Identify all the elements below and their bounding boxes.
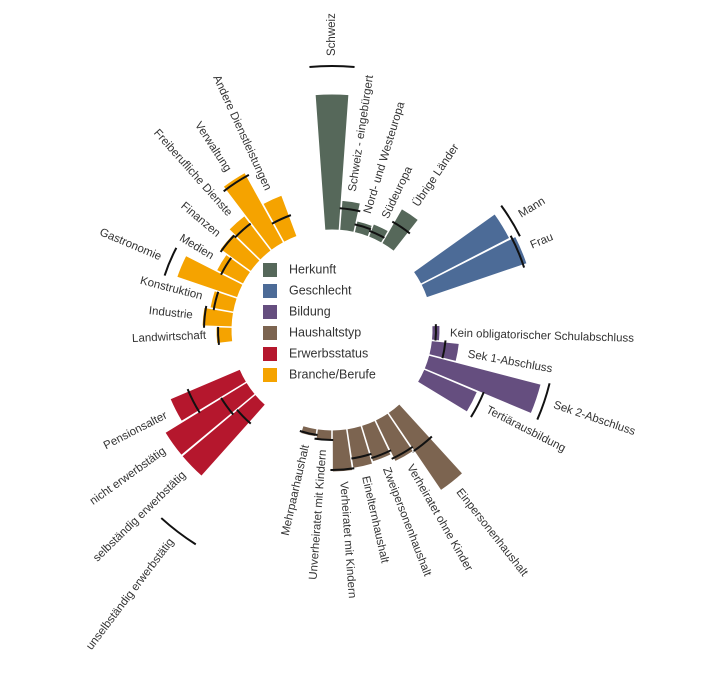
bar — [181, 393, 267, 477]
category-label: Sek 2-Abschluss — [552, 399, 637, 438]
marker — [470, 391, 485, 418]
legend-label: Herkunft — [289, 262, 337, 276]
marker — [203, 305, 208, 328]
bar — [314, 93, 350, 231]
legend-swatch — [263, 326, 277, 340]
marker — [500, 205, 521, 237]
bar — [360, 419, 392, 463]
legend-label: Bildung — [289, 304, 331, 318]
legend-swatch — [263, 347, 277, 361]
category-label: Übrige Länder — [411, 142, 462, 209]
marker — [536, 383, 551, 420]
marker — [314, 437, 334, 441]
legend-label: Haushaltstyp — [289, 325, 361, 339]
marker — [509, 235, 526, 268]
marker — [299, 430, 318, 436]
bar — [228, 215, 272, 261]
category-label: Mehrpaarhaushalt — [280, 443, 312, 537]
bar — [219, 233, 261, 273]
bar — [374, 412, 415, 463]
bar — [215, 253, 252, 285]
category-label: Einelternhaushalt — [359, 475, 390, 565]
marker — [186, 388, 201, 414]
bar — [381, 207, 420, 253]
bar — [169, 368, 248, 423]
legend-swatch — [263, 284, 277, 298]
category-label: Verheiratet mit Kindern — [337, 481, 358, 599]
category-label: Mann — [517, 195, 548, 220]
marker — [330, 467, 355, 471]
bar — [420, 235, 528, 299]
category-label: Unverheiratet mit Kindern — [307, 449, 329, 580]
bar — [215, 326, 234, 345]
category-label: Schweiz - eingebürgert — [347, 74, 376, 193]
category-label: Verwaltung — [192, 120, 233, 174]
bar — [176, 254, 244, 299]
legend-label: Geschlecht — [289, 283, 352, 297]
marker — [163, 247, 178, 276]
bar — [265, 404, 278, 415]
legend-label: Erwerbsstatus — [289, 346, 368, 360]
marker — [309, 65, 355, 68]
marker — [271, 214, 292, 225]
marker — [391, 220, 411, 235]
category-label: Landwirtschaft — [132, 330, 207, 345]
category-label: Kein obligatorischer Schulabschluss — [450, 327, 635, 344]
bar — [412, 213, 511, 285]
marker — [160, 517, 197, 546]
category-label: Industrie — [148, 305, 193, 321]
legend-swatch — [263, 368, 277, 382]
marker — [339, 207, 361, 213]
marker — [391, 445, 414, 460]
marker — [223, 173, 250, 193]
category-label: Frau — [529, 231, 555, 251]
legend-swatch — [263, 263, 277, 277]
bar — [331, 428, 354, 473]
category-label: selbständig erwerbstätig — [91, 469, 188, 564]
category-label: Schweiz — [326, 13, 338, 56]
bar — [423, 354, 542, 415]
legend-label: Branche/Berufe — [289, 367, 376, 381]
category-label: Gastronomie — [98, 226, 163, 263]
marker — [434, 324, 437, 343]
bar — [416, 368, 479, 413]
bar — [222, 171, 285, 252]
bar — [387, 403, 464, 492]
bar — [164, 381, 256, 457]
marker — [217, 325, 220, 345]
bar — [201, 306, 235, 328]
category-label: Medien — [177, 232, 215, 262]
legend-swatch — [263, 305, 277, 319]
